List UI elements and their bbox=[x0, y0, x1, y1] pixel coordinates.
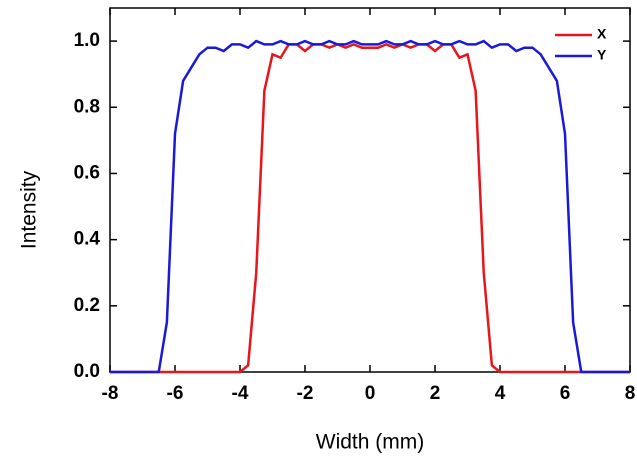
y-tick-label: 1.0 bbox=[74, 30, 100, 51]
x-tick-label: 0 bbox=[365, 383, 376, 404]
x-tick-label: 8 bbox=[625, 383, 636, 404]
plot-frame bbox=[109, 7, 631, 373]
legend-label: Y bbox=[597, 47, 607, 63]
x-tick-label: -2 bbox=[297, 383, 314, 404]
y-tick-label: 0.2 bbox=[74, 295, 100, 316]
y-tick-label: 0.6 bbox=[74, 162, 100, 183]
y-tick-label: 0.4 bbox=[74, 229, 101, 250]
x-tick-label: 2 bbox=[430, 383, 441, 404]
series-line bbox=[110, 43, 630, 374]
x-tick-label: -6 bbox=[167, 383, 184, 404]
y-tick-label: 0.8 bbox=[74, 96, 100, 117]
x-tick-label: -8 bbox=[102, 383, 119, 404]
series-line bbox=[110, 39, 630, 374]
x-tick-label: 6 bbox=[560, 383, 571, 404]
x-axis-label: Width (mm) bbox=[316, 431, 425, 454]
x-tick-label: -4 bbox=[232, 383, 249, 404]
y-axis-label: Intensity bbox=[18, 170, 41, 249]
y-tick-label: 0.0 bbox=[74, 361, 100, 382]
x-tick-label: 4 bbox=[495, 383, 506, 404]
legend-label: X bbox=[597, 26, 607, 42]
